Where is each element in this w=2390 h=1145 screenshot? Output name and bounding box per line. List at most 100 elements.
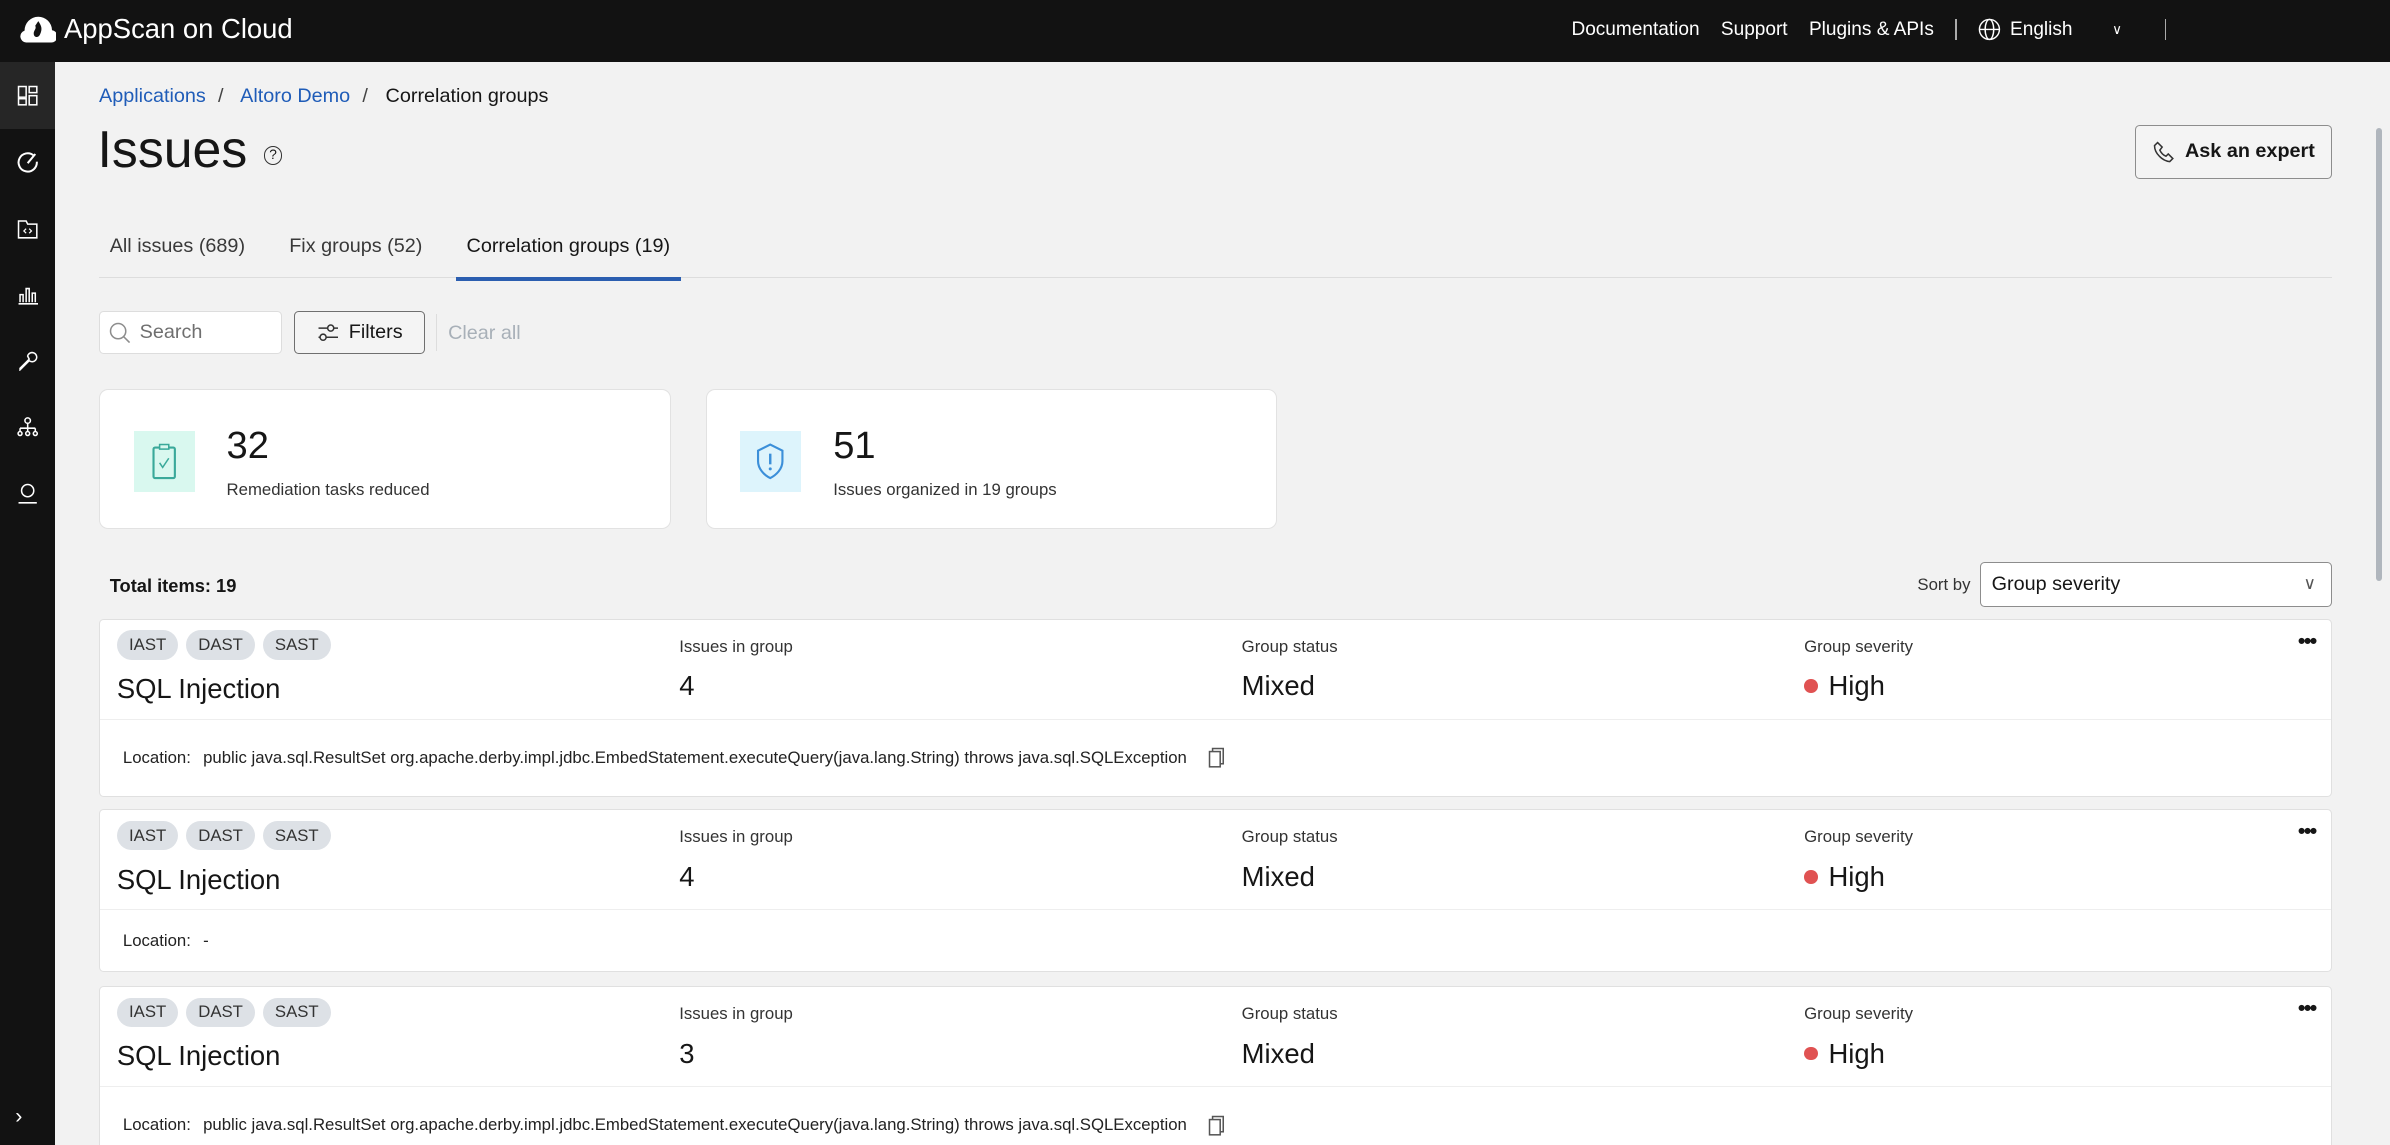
sliders-icon [318, 323, 339, 341]
group-status-label: Group status [1241, 636, 1338, 656]
search-icon [109, 322, 131, 343]
copy-icon[interactable] [1208, 1115, 1225, 1136]
location-value: - [203, 930, 209, 950]
nav-plugins-apis[interactable]: Plugins & APIs [1808, 18, 1934, 40]
nav-support[interactable]: Support [1720, 18, 1788, 40]
brand-logo[interactable]: AppScan on Cloud [20, 12, 293, 46]
location-value: public java.sql.ResultSet org.apache.der… [203, 747, 1187, 767]
group-severity-value: High [1828, 860, 1885, 892]
group-severity-value: High [1828, 670, 1885, 702]
overflow-menu-icon[interactable]: ••• [2297, 996, 2317, 1021]
clear-all-button[interactable]: Clear all [448, 321, 521, 344]
overflow-menu-icon[interactable]: ••• [2297, 819, 2317, 844]
sidebar-item-dashboard[interactable] [0, 62, 55, 129]
group-name[interactable]: SQL Injection [116, 673, 281, 705]
stat-card-remediation: 32 Remediation tasks reduced [99, 388, 671, 529]
sidebar-item-scans[interactable] [0, 129, 55, 195]
chevron-right-icon: › [15, 1104, 23, 1129]
group-status-value: Mixed [1241, 670, 1315, 702]
language-label: English [2010, 18, 2073, 40]
shield-alert-icon [740, 430, 802, 492]
scrollbar[interactable] [2376, 128, 2383, 581]
sidebar-item-reports[interactable] [0, 261, 55, 327]
group-name[interactable]: SQL Injection [116, 1040, 281, 1072]
divider [2164, 19, 2167, 41]
ask-expert-label: Ask an expert [2185, 140, 2315, 163]
group-severity-label: Group severity [1804, 636, 1914, 656]
group-status-label: Group status [1241, 1003, 1338, 1023]
group-status-value: Mixed [1241, 1037, 1315, 1069]
scan-type-tag: DAST [186, 997, 256, 1027]
severity-dot [1804, 679, 1818, 694]
divider [1955, 19, 1957, 41]
scan-type-tag: SAST [262, 820, 331, 851]
top-bar: AppScan on Cloud Documentation Support P… [0, 0, 2390, 63]
filters-button[interactable]: Filters [294, 310, 426, 354]
scan-icon [17, 152, 38, 173]
group-name[interactable]: SQL Injection [116, 863, 281, 895]
breadcrumb: Applications / Altoro Demo / Correlation g… [99, 85, 549, 108]
sidebar-item-code[interactable] [0, 195, 55, 261]
stat-value: 51 [833, 424, 876, 467]
issues-in-group-value: 4 [679, 670, 695, 702]
scan-type-tag: DAST [186, 630, 256, 660]
stat-label: Remediation tasks reduced [226, 479, 430, 499]
tab-all-issues[interactable]: All issues (689) [109, 234, 246, 257]
language-selector[interactable]: English ∨ [1978, 18, 2143, 41]
correlation-group-card[interactable]: IAST DAST SAST SQL Injection Issues in gro… [99, 618, 2332, 798]
scan-type-tag: IAST [116, 997, 179, 1027]
group-status-label: Group status [1241, 827, 1338, 847]
issues-in-group-value: 3 [679, 1037, 695, 1069]
sidebar-expand-button[interactable]: › [15, 1104, 22, 1129]
correlation-group-card[interactable]: IAST DAST SAST SQL Injection Issues in gro… [99, 809, 2332, 973]
scan-type-tag: IAST [116, 630, 179, 660]
sidebar-item-organization[interactable] [0, 394, 55, 460]
help-icon[interactable]: ? [263, 146, 283, 166]
reports-icon [18, 287, 39, 305]
scan-type-tag: IAST [116, 820, 179, 851]
breadcrumb-altoro-demo[interactable]: Altoro Demo [240, 85, 351, 108]
wrench-icon [19, 352, 38, 372]
tab-correlation-groups[interactable]: Correlation groups (19) [455, 216, 681, 282]
group-severity-label: Group severity [1804, 827, 1914, 847]
overflow-menu-icon[interactable]: ••• [2297, 628, 2317, 653]
sidebar-item-tools[interactable] [0, 328, 55, 394]
copy-icon[interactable] [1208, 747, 1225, 768]
location-label: Location: [122, 1115, 191, 1135]
location-label: Location: [122, 747, 191, 767]
tabs: All issues (689) Fix groups (52) Correla… [99, 216, 2332, 282]
main-content: Applications / Altoro Demo / Correlation g… [55, 62, 2383, 1145]
issues-in-group-label: Issues in group [679, 827, 793, 847]
sort-select[interactable]: Group severity ∨ [1979, 562, 2332, 607]
stat-value: 32 [226, 424, 269, 467]
location-label: Location: [122, 930, 191, 950]
search-input[interactable]: Search [99, 310, 282, 354]
severity-dot [1804, 869, 1818, 884]
brand-name: AppScan on Cloud [64, 12, 293, 44]
breadcrumb-current: Correlation groups [385, 85, 549, 108]
nav-documentation[interactable]: Documentation [1571, 18, 1700, 40]
sidebar-item-user[interactable] [0, 460, 55, 526]
page-title: Issues [97, 119, 248, 178]
chevron-down-icon: ∨ [2112, 21, 2123, 37]
chevron-down-icon: ∨ [2303, 573, 2316, 593]
dashboard-icon [17, 85, 38, 106]
tab-fix-groups[interactable]: Fix groups (52) [289, 234, 423, 257]
stat-label: Issues organized in 19 groups [833, 479, 1057, 499]
issues-in-group-label: Issues in group [679, 1003, 793, 1023]
correlation-group-card[interactable]: IAST DAST SAST SQL Injection Issues in gro… [99, 986, 2332, 1145]
issues-in-group-label: Issues in group [679, 636, 793, 656]
filters-label: Filters [348, 320, 403, 343]
breadcrumb-applications[interactable]: Applications [99, 85, 206, 108]
group-status-value: Mixed [1241, 860, 1315, 892]
ask-expert-button[interactable]: Ask an expert [2135, 124, 2333, 179]
severity-dot [1804, 1046, 1818, 1061]
group-severity-value: High [1828, 1037, 1885, 1069]
location-value: public java.sql.ResultSet org.apache.der… [203, 1115, 1187, 1135]
scan-type-tag: SAST [262, 630, 331, 660]
scan-type-tag: DAST [186, 820, 256, 851]
total-items: Total items: 19 [109, 574, 237, 596]
sort-value: Group severity [1991, 572, 2121, 595]
globe-icon [1978, 18, 2001, 41]
user-icon [18, 483, 37, 504]
